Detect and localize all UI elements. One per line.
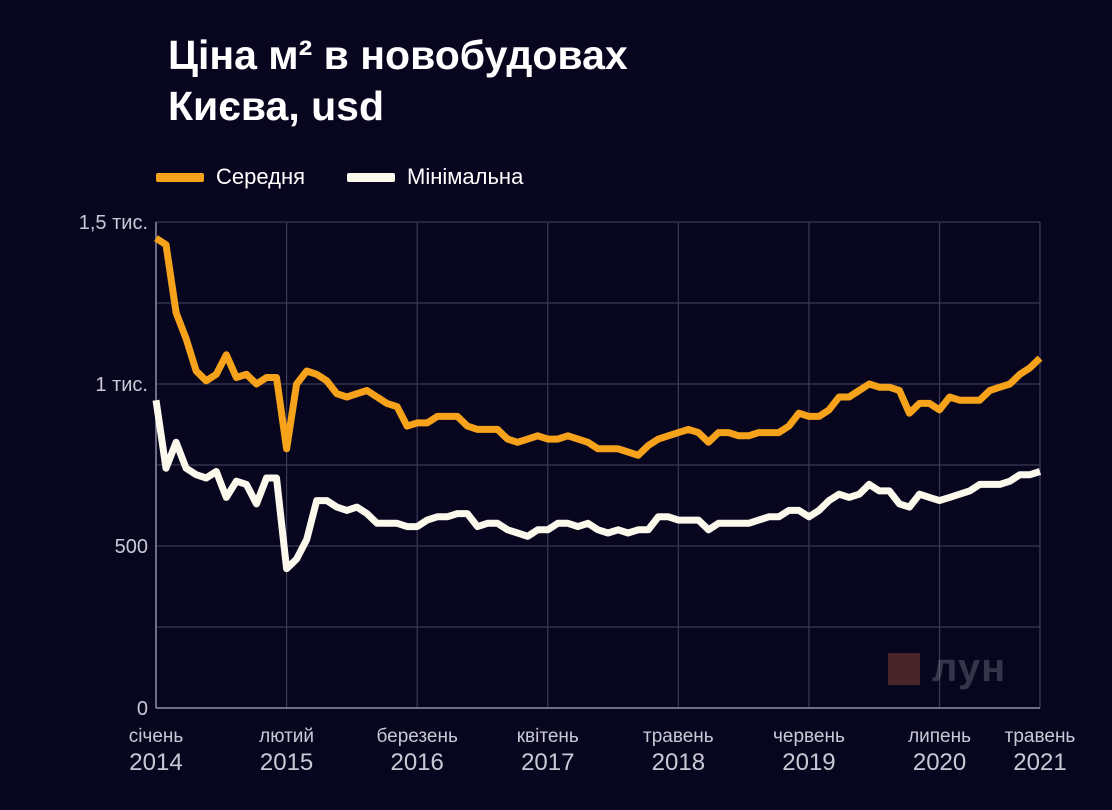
x-tick-year-label: 2017 bbox=[521, 749, 574, 776]
x-tick-year-label: 2018 bbox=[652, 749, 705, 776]
x-tick-year-label: 2021 bbox=[1013, 749, 1066, 776]
y-tick-label: 1,5 тис. bbox=[79, 212, 148, 234]
chart-title-line-1: Ціна м² в новобудовах bbox=[168, 32, 628, 78]
x-tick-year-label: 2015 bbox=[260, 749, 313, 776]
lun-logo-text: лун bbox=[932, 646, 1007, 690]
chart-title: Ціна м² в новобудовах Києва, usd bbox=[168, 30, 628, 132]
x-tick-month-label: червень bbox=[773, 726, 845, 747]
series-line-average bbox=[154, 235, 1043, 459]
legend-label-minimum: Мінімальна bbox=[407, 164, 524, 189]
x-tick-month-label: січень bbox=[129, 726, 184, 747]
x-tick-year-label: 2019 bbox=[782, 749, 835, 776]
legend-item-average: Середня bbox=[156, 164, 305, 190]
chart-title-line-2: Києва, usd bbox=[168, 83, 385, 129]
x-tick-month-label: травень bbox=[643, 726, 714, 747]
x-tick-month-label: липень bbox=[908, 726, 971, 747]
chart-grid bbox=[155, 221, 1041, 709]
x-tick-month-label: лютий bbox=[259, 726, 314, 747]
y-tick-label: 500 bbox=[115, 536, 148, 558]
x-tick-month-label: травень bbox=[1005, 726, 1076, 747]
lun-logo: лун bbox=[888, 646, 1006, 691]
x-tick-month-label: березень bbox=[376, 726, 458, 747]
legend-swatch-minimum bbox=[347, 172, 396, 182]
lun-logo-square-icon bbox=[888, 652, 920, 685]
legend-label-average: Середня bbox=[216, 164, 306, 189]
x-tick-month-label: квітень bbox=[517, 726, 579, 747]
y-tick-label: 0 bbox=[137, 698, 148, 720]
y-tick-label: 1 тис. bbox=[95, 374, 148, 396]
chart-legend: Середня Мінімальна bbox=[156, 164, 565, 190]
x-tick-year-label: 2014 bbox=[129, 749, 182, 776]
x-tick-year-label: 2020 bbox=[913, 749, 966, 776]
legend-item-minimum: Мінімальна bbox=[347, 164, 523, 190]
x-tick-year-label: 2016 bbox=[390, 749, 443, 776]
series-line-minimum bbox=[152, 399, 1042, 573]
chart-series bbox=[152, 235, 1043, 573]
legend-swatch-average bbox=[156, 172, 204, 182]
